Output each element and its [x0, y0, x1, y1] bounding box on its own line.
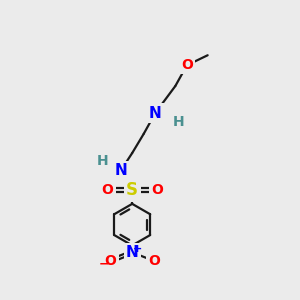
Text: H: H — [96, 154, 108, 168]
Text: −: − — [98, 257, 109, 270]
Text: H: H — [172, 115, 184, 129]
Text: O: O — [151, 183, 163, 197]
Text: N: N — [149, 106, 162, 121]
Text: O: O — [105, 254, 117, 268]
Text: S: S — [126, 181, 138, 199]
Text: N: N — [126, 245, 139, 260]
Text: O: O — [102, 183, 113, 197]
Text: O: O — [181, 58, 193, 72]
Text: +: + — [133, 244, 142, 254]
Text: N: N — [114, 163, 127, 178]
Text: O: O — [148, 254, 160, 268]
